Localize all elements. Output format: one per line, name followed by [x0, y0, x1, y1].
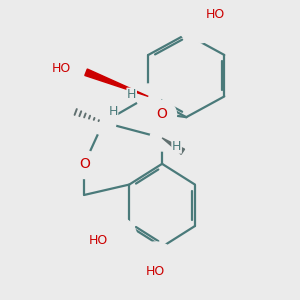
Polygon shape — [85, 69, 148, 96]
Text: O: O — [157, 107, 167, 121]
Text: HO: HO — [88, 234, 108, 247]
Text: HO: HO — [51, 61, 70, 75]
Text: H: H — [108, 105, 118, 118]
Text: H: H — [127, 88, 136, 101]
Polygon shape — [162, 138, 184, 154]
Text: HO: HO — [205, 8, 224, 21]
Text: O: O — [79, 157, 90, 171]
Text: HO: HO — [146, 265, 165, 278]
Text: H: H — [172, 140, 181, 153]
